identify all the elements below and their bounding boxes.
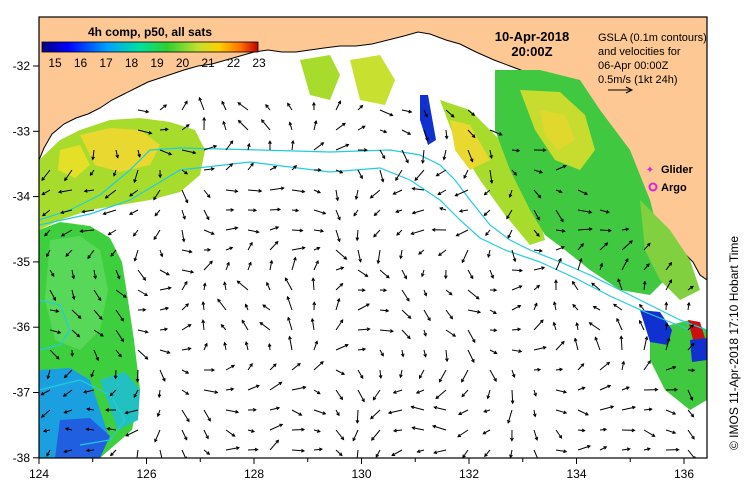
y-tick-label: -37 [13, 386, 31, 400]
y-tick-label: -36 [13, 320, 31, 334]
time-label: 20:00Z [511, 44, 552, 59]
y-tick-label: -35 [13, 255, 31, 269]
colorbar-tick-label: 23 [252, 56, 266, 70]
x-tick-label: 132 [459, 467, 479, 481]
colorbar-tick-label: 18 [125, 56, 139, 70]
info-line-3: 06-Apr 00:00Z [598, 60, 669, 72]
date-label: 10-Apr-2018 [495, 29, 569, 44]
x-tick-label: 134 [566, 467, 586, 481]
x-tick-label: 130 [351, 467, 371, 481]
colorbar-tick-label: 15 [48, 56, 62, 70]
argo-label: Argo [661, 182, 687, 194]
info-line-4: 0.5m/s (1kt 24h) [598, 74, 677, 86]
colorbar-title: 4h comp, p50, all sats [88, 25, 212, 39]
velocity-arrows [40, 96, 696, 458]
x-axis: 124 126 128 130 132 134 136 [29, 458, 694, 481]
y-axis: -32 -33 -34 -35 -36 -37 -38 [13, 59, 39, 465]
x-tick-label: 136 [674, 467, 694, 481]
x-tick-label: 124 [29, 467, 49, 481]
y-tick-label: -32 [13, 59, 31, 73]
colorbar-tick-label: 21 [201, 56, 215, 70]
sst-patches [39, 55, 707, 458]
glider-label: Glider [661, 164, 694, 176]
colorbar-ticks: 15 16 17 18 19 20 21 22 23 [48, 56, 266, 70]
colorbar-tick-label: 17 [99, 56, 113, 70]
map-frame [38, 16, 708, 459]
credit-text: © IMOS 11-Apr-2018 17:10 Hobart Time [727, 236, 741, 450]
y-tick-label: -38 [13, 451, 31, 465]
gsla-contours [39, 147, 707, 446]
colorbar-tick-label: 22 [227, 56, 241, 70]
x-tick-label: 126 [136, 467, 156, 481]
y-tick-label: -33 [13, 124, 31, 138]
info-line-1: GSLA (0.1m contours) [598, 32, 707, 44]
colorbar-gradient [41, 41, 259, 53]
info-line-2: and velocities for [598, 46, 681, 58]
colorbar-tick-label: 20 [176, 56, 190, 70]
colorbar-tick-label: 19 [150, 56, 164, 70]
scale-arrow-icon [608, 86, 634, 94]
x-tick-label: 128 [244, 467, 264, 481]
colorbar-tick-label: 16 [74, 56, 88, 70]
y-tick-label: -34 [13, 190, 31, 204]
argo-marker-icon [648, 182, 658, 192]
glider-marker-icon: ✦ [646, 165, 654, 176]
